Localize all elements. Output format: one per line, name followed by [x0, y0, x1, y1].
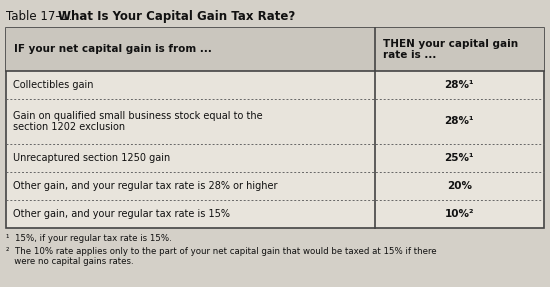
Text: What Is Your Capital Gain Tax Rate?: What Is Your Capital Gain Tax Rate?: [58, 10, 295, 23]
Text: ²  The 10% rate applies only to the part of your net capital gain that would be : ² The 10% rate applies only to the part …: [6, 247, 437, 266]
Text: 25%¹: 25%¹: [444, 153, 474, 163]
Text: Other gain, and your regular tax rate is 15%: Other gain, and your regular tax rate is…: [13, 209, 230, 219]
Text: 28%¹: 28%¹: [444, 117, 474, 127]
Bar: [6, 28, 544, 228]
Bar: [6, 28, 544, 71]
Text: ¹  15%, if your regular tax rate is 15%.: ¹ 15%, if your regular tax rate is 15%.: [6, 234, 172, 243]
Text: Gain on qualified small business stock equal to the
section 1202 exclusion: Gain on qualified small business stock e…: [13, 111, 263, 132]
Text: Collectibles gain: Collectibles gain: [13, 80, 94, 90]
Text: Unrecaptured section 1250 gain: Unrecaptured section 1250 gain: [13, 153, 170, 163]
Text: 10%²: 10%²: [444, 209, 474, 219]
Text: Other gain, and your regular tax rate is 28% or higher: Other gain, and your regular tax rate is…: [13, 181, 278, 191]
Text: IF your net capital gain is from ...: IF your net capital gain is from ...: [14, 44, 212, 55]
Text: 20%: 20%: [447, 181, 472, 191]
Text: THEN your capital gain
rate is ...: THEN your capital gain rate is ...: [383, 39, 518, 60]
Text: Table 17–1.: Table 17–1.: [6, 10, 76, 23]
Text: 28%¹: 28%¹: [444, 80, 474, 90]
